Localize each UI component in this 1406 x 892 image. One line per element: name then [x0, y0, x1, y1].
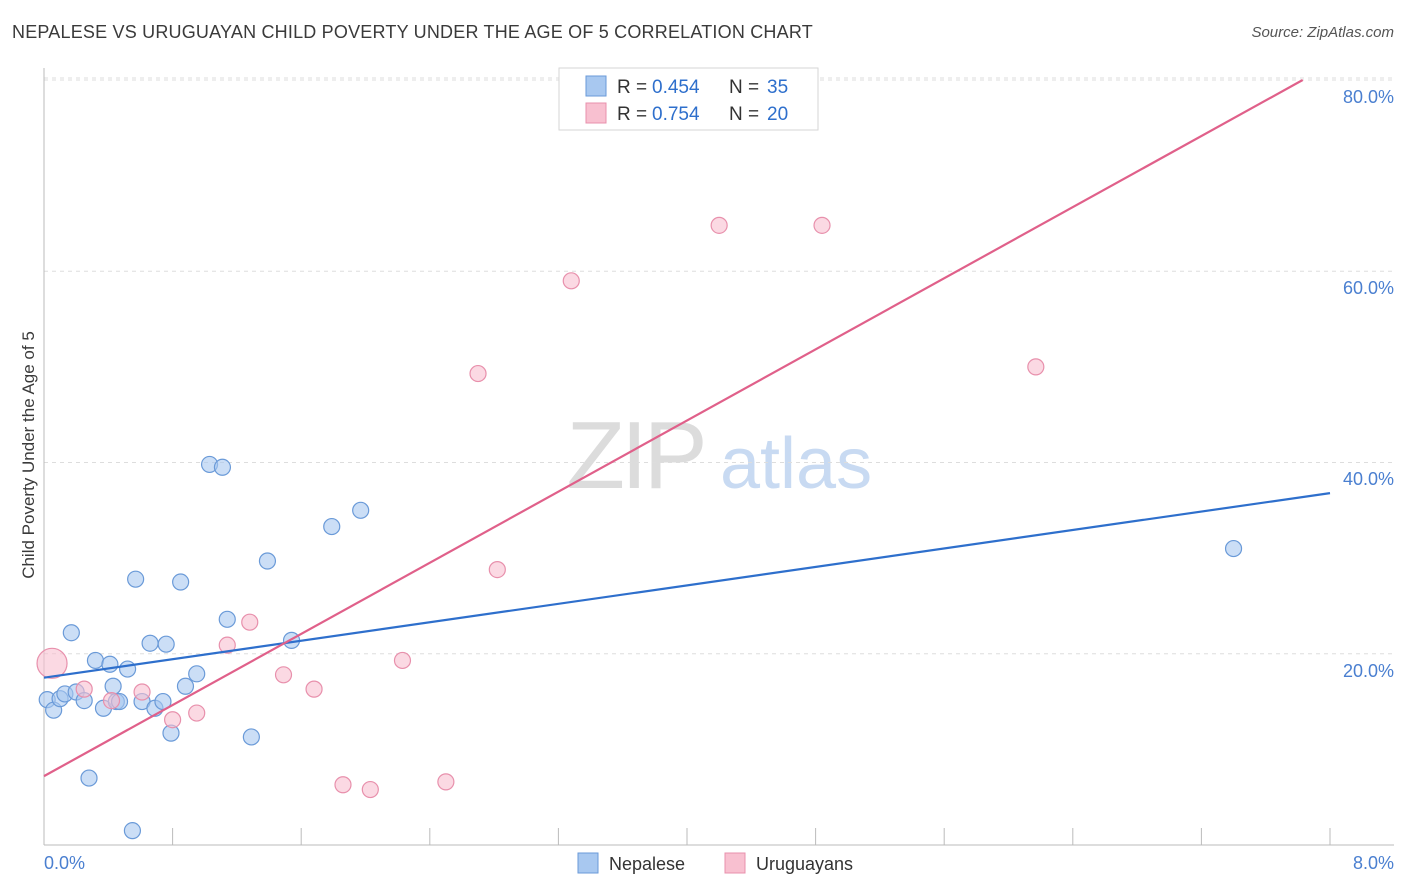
- nepalese-point-25: [188, 665, 206, 683]
- uruguayan-point-5: [188, 704, 206, 722]
- uruguayan-point-16: [562, 272, 580, 290]
- uruguayan-point-13: [437, 773, 455, 791]
- legend-n-label-nepalese: N =: [729, 77, 759, 98]
- y-tick-label-60: 60.0%: [1343, 278, 1394, 298]
- uruguayan-point-8: [274, 666, 293, 684]
- y-tick-label-40: 40.0%: [1343, 469, 1394, 489]
- uruguayan-point-14: [469, 364, 487, 383]
- y-axis-label: Child Poverty Under the Age of 5: [19, 331, 38, 579]
- legend-bottom-swatch-uruguayans: [724, 852, 746, 874]
- nepalese-point-29: [242, 728, 260, 746]
- legend-r-label-nepalese: R =: [617, 77, 647, 98]
- uruguayan-point-7: [241, 613, 259, 631]
- watermark-zip: ZIP: [566, 402, 703, 509]
- points-layer: [36, 216, 1243, 840]
- axis-layer: [43, 68, 1394, 846]
- legend-swatch-uruguayans: [585, 102, 607, 124]
- uruguayan-point-12: [393, 651, 412, 670]
- x-tick-label-max: 8.0%: [1353, 853, 1394, 873]
- legend-r-value-nepalese: 0.454: [652, 77, 700, 98]
- nepalese-point-30: [258, 552, 277, 570]
- uruguayan-point-4: [164, 711, 182, 729]
- nepalese-point-33: [352, 501, 370, 519]
- uruguayan-point-10: [334, 776, 352, 794]
- chart-title: NEPALESE VS URUGUAYAN CHILD POVERTY UNDE…: [12, 22, 813, 42]
- nepalese-point-34: [1224, 539, 1243, 558]
- nepalese-point-24: [176, 677, 195, 695]
- nepalese-point-16: [127, 570, 145, 588]
- legend-swatch-nepalese: [585, 75, 607, 97]
- legend-bottom: Nepalese Uruguayans: [577, 852, 853, 874]
- legend-bottom-swatch-nepalese: [577, 852, 599, 874]
- nepalese-point-14: [118, 660, 137, 678]
- legend-top: R = 0.454 N = 35 R = 0.754 N = 20: [558, 67, 819, 131]
- nepalese-point-23: [172, 573, 190, 591]
- x-tick-label-min: 0.0%: [44, 853, 85, 873]
- uruguayan-point-2: [102, 692, 121, 710]
- nepalese-point-4: [62, 624, 80, 642]
- nepalese-point-21: [157, 635, 175, 653]
- uruguayan-point-11: [361, 780, 379, 799]
- uruguayan-point-1: [75, 680, 93, 698]
- y-tick-label-80: 80.0%: [1343, 87, 1394, 107]
- nepalese-point-7: [80, 769, 98, 787]
- nepalese-point-28: [218, 610, 236, 628]
- nepalese-point-32: [323, 517, 341, 536]
- nepalese-trend-line: [43, 492, 1331, 679]
- y-tick-label-20: 20.0%: [1343, 661, 1394, 681]
- legend-n-label-uruguayans: N =: [729, 104, 759, 125]
- legend-n-value-uruguayans: 20: [767, 104, 788, 125]
- uruguayan-point-6: [218, 636, 236, 654]
- nepalese-point-27: [213, 458, 232, 476]
- uruguayan-point-18: [813, 216, 831, 234]
- nepalese-point-11: [104, 677, 122, 695]
- uruguayan-trend-line: [43, 79, 1304, 778]
- nepalese-point-15: [123, 822, 142, 840]
- uruguayan-point-0: [36, 647, 68, 679]
- legend-r-value-uruguayans: 0.754: [652, 104, 700, 125]
- uruguayan-point-17: [710, 216, 728, 234]
- uruguayan-point-15: [488, 560, 506, 579]
- legend-bottom-label-nepalese: Nepalese: [609, 854, 685, 874]
- grid-layer: [44, 77, 1394, 655]
- legend-bottom-label-uruguayans: Uruguayans: [756, 854, 853, 874]
- nepalese-point-8: [86, 651, 105, 670]
- watermark-atlas: atlas: [720, 424, 872, 504]
- chart-source: Source: ZipAtlas.com: [1251, 24, 1394, 41]
- trend-layer: [43, 79, 1331, 778]
- nepalese-point-18: [141, 634, 159, 652]
- uruguayan-point-9: [305, 680, 323, 698]
- uruguayan-point-3: [133, 683, 151, 701]
- legend-r-label-uruguayans: R =: [617, 104, 647, 125]
- uruguayan-point-19: [1027, 358, 1045, 376]
- legend-n-value-nepalese: 35: [767, 77, 788, 98]
